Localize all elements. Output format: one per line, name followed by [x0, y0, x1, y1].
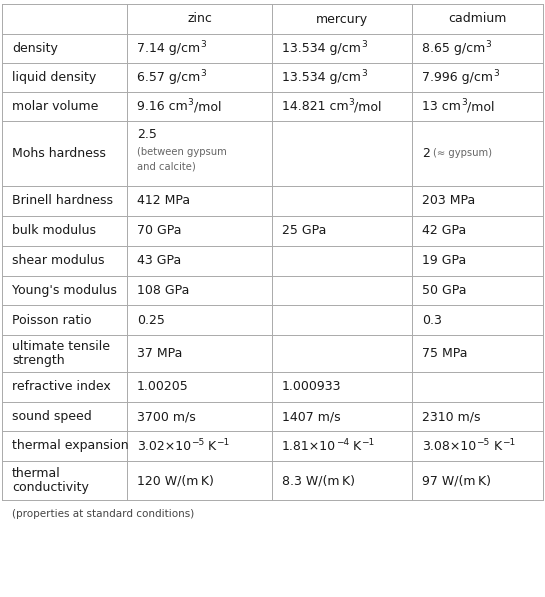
Text: liquid density: liquid density	[12, 71, 96, 84]
Text: 3700 m/s: 3700 m/s	[137, 410, 196, 423]
Text: shear modulus: shear modulus	[12, 254, 105, 267]
Text: 1.81×10: 1.81×10	[282, 439, 336, 453]
Text: 25 GPa: 25 GPa	[282, 224, 326, 238]
Text: 13.534 g/cm: 13.534 g/cm	[282, 71, 361, 84]
Text: 3: 3	[485, 40, 491, 49]
Text: Brinell hardness: Brinell hardness	[12, 195, 113, 208]
Text: 37 MPa: 37 MPa	[137, 347, 183, 360]
Text: 3: 3	[200, 40, 206, 49]
Text: 0.25: 0.25	[137, 313, 165, 327]
Text: 7.996 g/cm: 7.996 g/cm	[422, 71, 493, 84]
Text: 2: 2	[422, 147, 430, 160]
Text: 19 GPa: 19 GPa	[422, 254, 467, 267]
Text: 3.08×10: 3.08×10	[422, 439, 476, 453]
Text: 6.57 g/cm: 6.57 g/cm	[137, 71, 200, 84]
Text: 1.000933: 1.000933	[282, 380, 342, 393]
Text: Mohs hardness: Mohs hardness	[12, 147, 106, 160]
Text: 0.3: 0.3	[422, 313, 442, 327]
Text: 9.16 cm: 9.16 cm	[137, 100, 187, 113]
Text: (properties at standard conditions): (properties at standard conditions)	[12, 509, 194, 519]
Text: 7.14 g/cm: 7.14 g/cm	[137, 42, 200, 55]
Text: (between gypsum: (between gypsum	[137, 146, 227, 156]
Text: 1407 m/s: 1407 m/s	[282, 410, 341, 423]
Text: density: density	[12, 42, 58, 55]
Text: thermal expansion: thermal expansion	[12, 439, 129, 453]
Text: 13 cm: 13 cm	[422, 100, 461, 113]
Text: 3: 3	[461, 99, 467, 107]
Text: /mol: /mol	[467, 100, 494, 113]
Text: 3: 3	[361, 69, 367, 78]
Text: /mol: /mol	[354, 100, 382, 113]
Text: 97 W/(m K): 97 W/(m K)	[422, 474, 491, 487]
Text: 8.65 g/cm: 8.65 g/cm	[422, 42, 485, 55]
Text: 43 GPa: 43 GPa	[137, 254, 181, 267]
Text: and calcite): and calcite)	[137, 162, 196, 171]
Text: 42 GPa: 42 GPa	[422, 224, 467, 238]
Text: refractive index: refractive index	[12, 380, 111, 393]
Text: 8.3 W/(m K): 8.3 W/(m K)	[282, 474, 355, 487]
Text: ultimate tensile: ultimate tensile	[12, 340, 110, 353]
Text: K: K	[349, 439, 361, 453]
Text: thermal: thermal	[12, 467, 60, 480]
Text: −4: −4	[336, 438, 349, 447]
Text: 14.821 cm: 14.821 cm	[282, 100, 349, 113]
Text: bulk modulus: bulk modulus	[12, 224, 96, 238]
Text: mercury: mercury	[316, 13, 368, 26]
Text: 2310 m/s: 2310 m/s	[422, 410, 481, 423]
Text: 3: 3	[349, 99, 354, 107]
Text: 50 GPa: 50 GPa	[422, 284, 467, 297]
Text: 75 MPa: 75 MPa	[422, 347, 468, 360]
Text: 70 GPa: 70 GPa	[137, 224, 181, 238]
Text: zinc: zinc	[187, 13, 212, 26]
Text: 3: 3	[187, 99, 193, 107]
Text: (≈ gypsum): (≈ gypsum)	[433, 149, 492, 158]
Text: 3.02×10: 3.02×10	[137, 439, 191, 453]
Text: 3: 3	[200, 69, 206, 78]
Text: Young's modulus: Young's modulus	[12, 284, 117, 297]
Text: 3: 3	[493, 69, 499, 78]
Text: −5: −5	[191, 438, 204, 447]
Text: cadmium: cadmium	[449, 13, 507, 26]
Text: 120 W/(m K): 120 W/(m K)	[137, 474, 214, 487]
Text: 3: 3	[361, 40, 367, 49]
Text: Poisson ratio: Poisson ratio	[12, 313, 92, 327]
Text: conductivity: conductivity	[12, 481, 89, 494]
Text: −1: −1	[501, 438, 515, 447]
Text: 412 MPa: 412 MPa	[137, 195, 190, 208]
Text: 1.00205: 1.00205	[137, 380, 189, 393]
Text: K: K	[489, 439, 501, 453]
Text: −1: −1	[216, 438, 230, 447]
Text: 2.5: 2.5	[137, 128, 157, 140]
Text: /mol: /mol	[193, 100, 221, 113]
Text: strength: strength	[12, 353, 65, 367]
Text: K: K	[204, 439, 216, 453]
Text: 13.534 g/cm: 13.534 g/cm	[282, 42, 361, 55]
Text: sound speed: sound speed	[12, 410, 92, 423]
Text: molar volume: molar volume	[12, 100, 99, 113]
Text: −1: −1	[361, 438, 374, 447]
Text: 203 MPa: 203 MPa	[422, 195, 475, 208]
Text: 108 GPa: 108 GPa	[137, 284, 189, 297]
Text: −5: −5	[476, 438, 489, 447]
